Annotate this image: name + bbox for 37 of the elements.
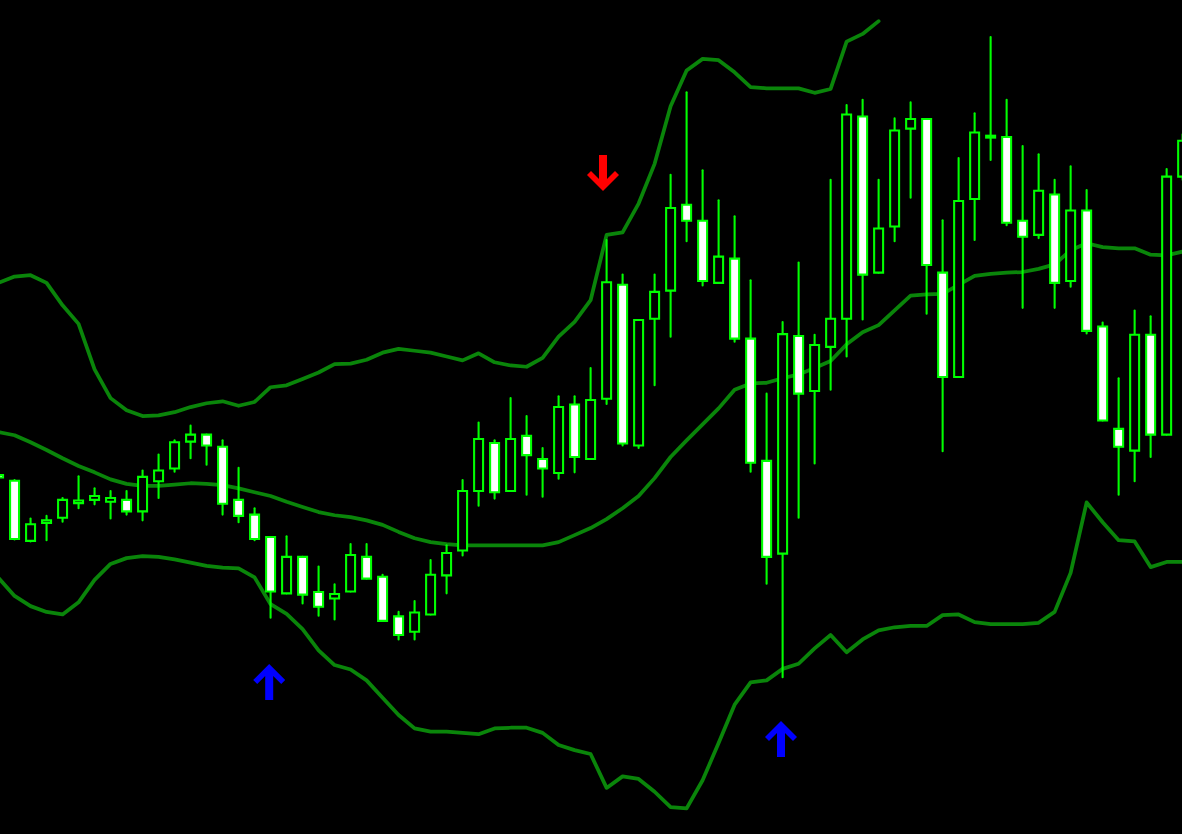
candlestick (393, 610, 405, 641)
candlestick (185, 424, 197, 460)
candlestick (345, 543, 357, 593)
candlestick (441, 544, 453, 595)
candlestick (377, 573, 389, 622)
candlestick (153, 453, 165, 500)
candlestick (233, 466, 245, 524)
candlestick (409, 599, 421, 641)
candlestick (649, 273, 661, 387)
candlestick (361, 543, 373, 580)
candlestick (1033, 153, 1045, 240)
candlestick (201, 433, 213, 466)
candlestick (1017, 144, 1029, 309)
candlestick (297, 555, 309, 605)
candlestick (985, 36, 997, 162)
candlestick (329, 583, 341, 621)
candlestick (121, 489, 133, 516)
candlestick (521, 415, 533, 496)
candlestick (537, 447, 549, 498)
candlestick (105, 489, 117, 520)
candlestick (825, 178, 837, 391)
candlestick (873, 178, 885, 274)
candlestick (425, 559, 437, 616)
candlestick (25, 517, 37, 543)
candlestick (57, 496, 69, 523)
candlestick (137, 469, 149, 522)
candlestick (249, 507, 261, 542)
candlestick (1113, 377, 1125, 496)
candlestick (313, 565, 325, 617)
candlestick (809, 333, 821, 465)
candlestick (713, 199, 725, 284)
candlestick (905, 101, 917, 199)
candlestick (73, 475, 85, 510)
candlestick (281, 535, 293, 595)
candlestick (681, 91, 693, 243)
candlestick (169, 439, 181, 473)
candlestick (41, 514, 53, 542)
